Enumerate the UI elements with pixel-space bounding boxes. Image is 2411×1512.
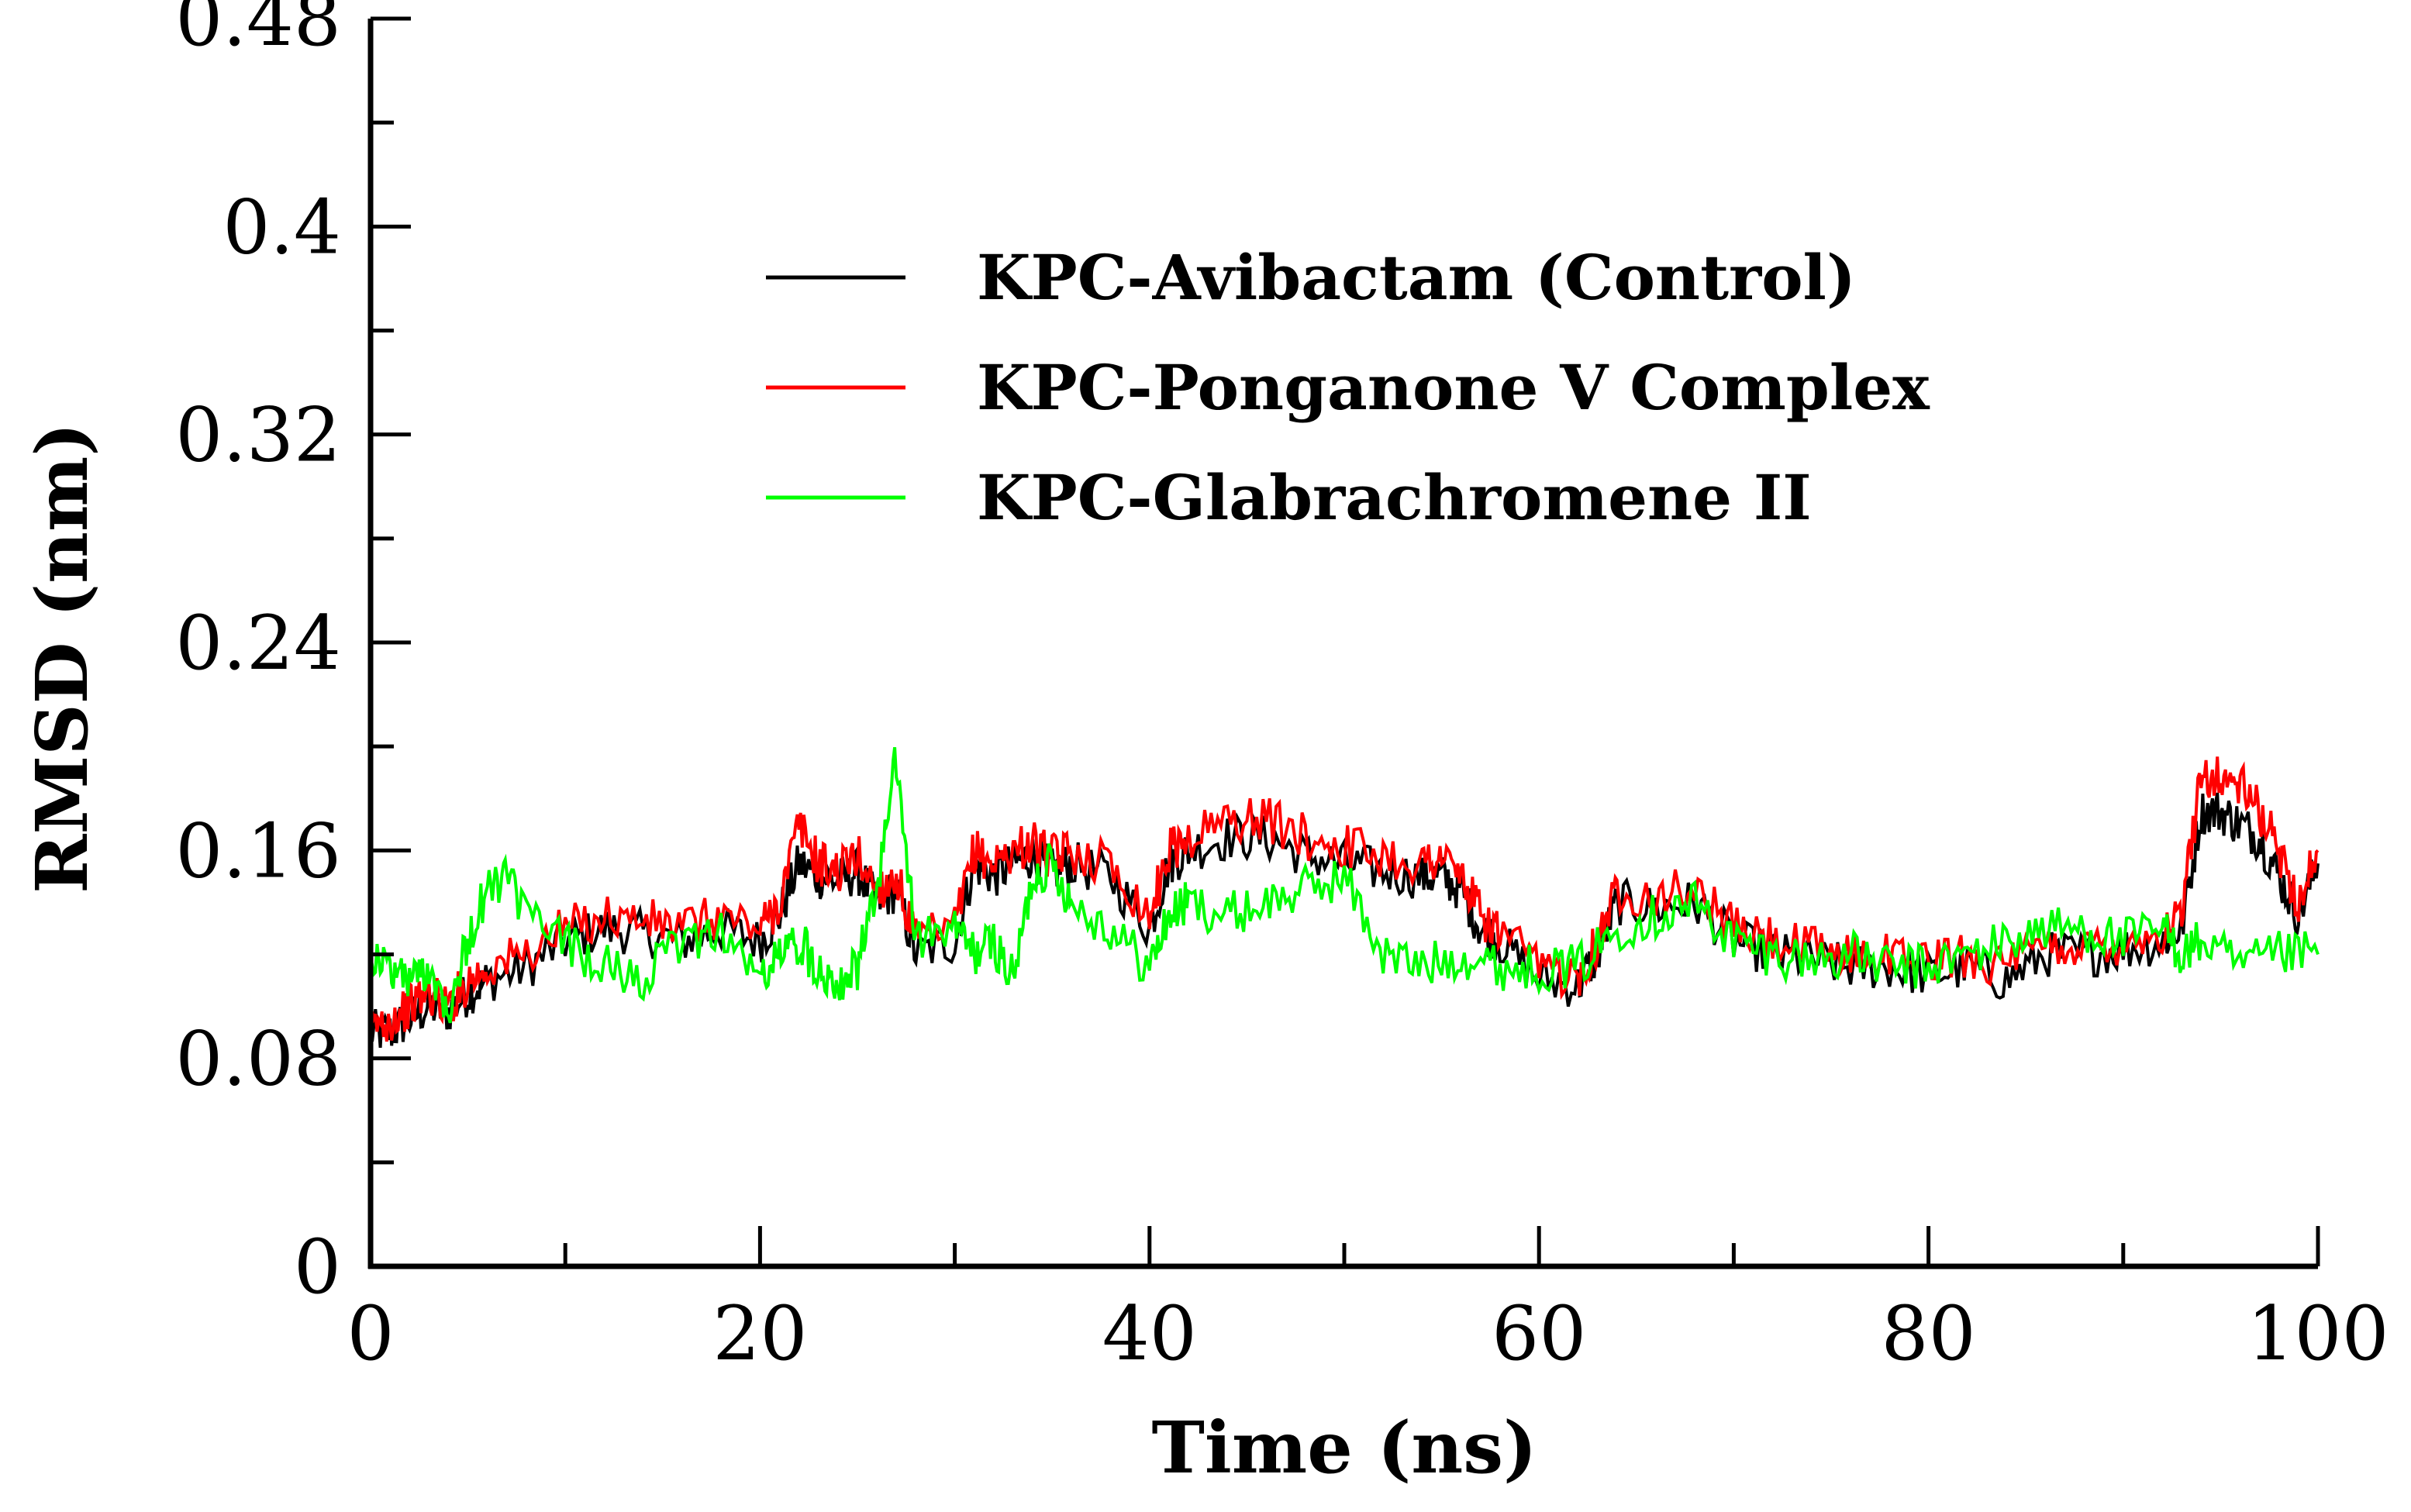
y-tick-label: 0.24	[175, 600, 341, 687]
y-tick-label: 0.16	[175, 808, 341, 894]
y-tick-label: 0.08	[175, 1016, 341, 1103]
x-tick-label: 60	[1492, 1290, 1586, 1377]
legend-label-1: KPC-Avibactam (Control)	[977, 241, 1856, 314]
y-tick-label: 0.4	[222, 184, 341, 270]
y-tick-label: 0.32	[175, 392, 341, 479]
y-axis-label: RMSD (nm)	[20, 422, 104, 894]
legend-label-2: KPC-Ponganone V Complex	[977, 351, 1930, 424]
legend: KPC-Avibactam (Control) KPC-Ponganone V C…	[766, 241, 1930, 534]
series-layer	[369, 746, 2320, 1049]
x-tick-label: 0	[347, 1290, 394, 1377]
axes-layer: 0 0.08 0.16 0.24 0.32 0.4 0.48 0 20 40 60 80 100 Time…	[20, 0, 2389, 1490]
legend-label-3: KPC-Glabrachromene II	[977, 461, 1812, 534]
x-tick-label: 40	[1102, 1290, 1197, 1377]
series-line-2	[369, 756, 2320, 1042]
x-tick-label: 20	[712, 1290, 807, 1377]
series-line-3	[369, 746, 2320, 1024]
x-tick-label: 80	[1882, 1290, 1976, 1377]
y-tick-label: 0	[294, 1224, 341, 1311]
y-tick-label: 0.48	[175, 0, 341, 63]
x-tick-label: 100	[2247, 1290, 2389, 1377]
x-axis-label: Time (ns)	[1151, 1406, 1537, 1490]
series-line-1	[369, 792, 2320, 1049]
